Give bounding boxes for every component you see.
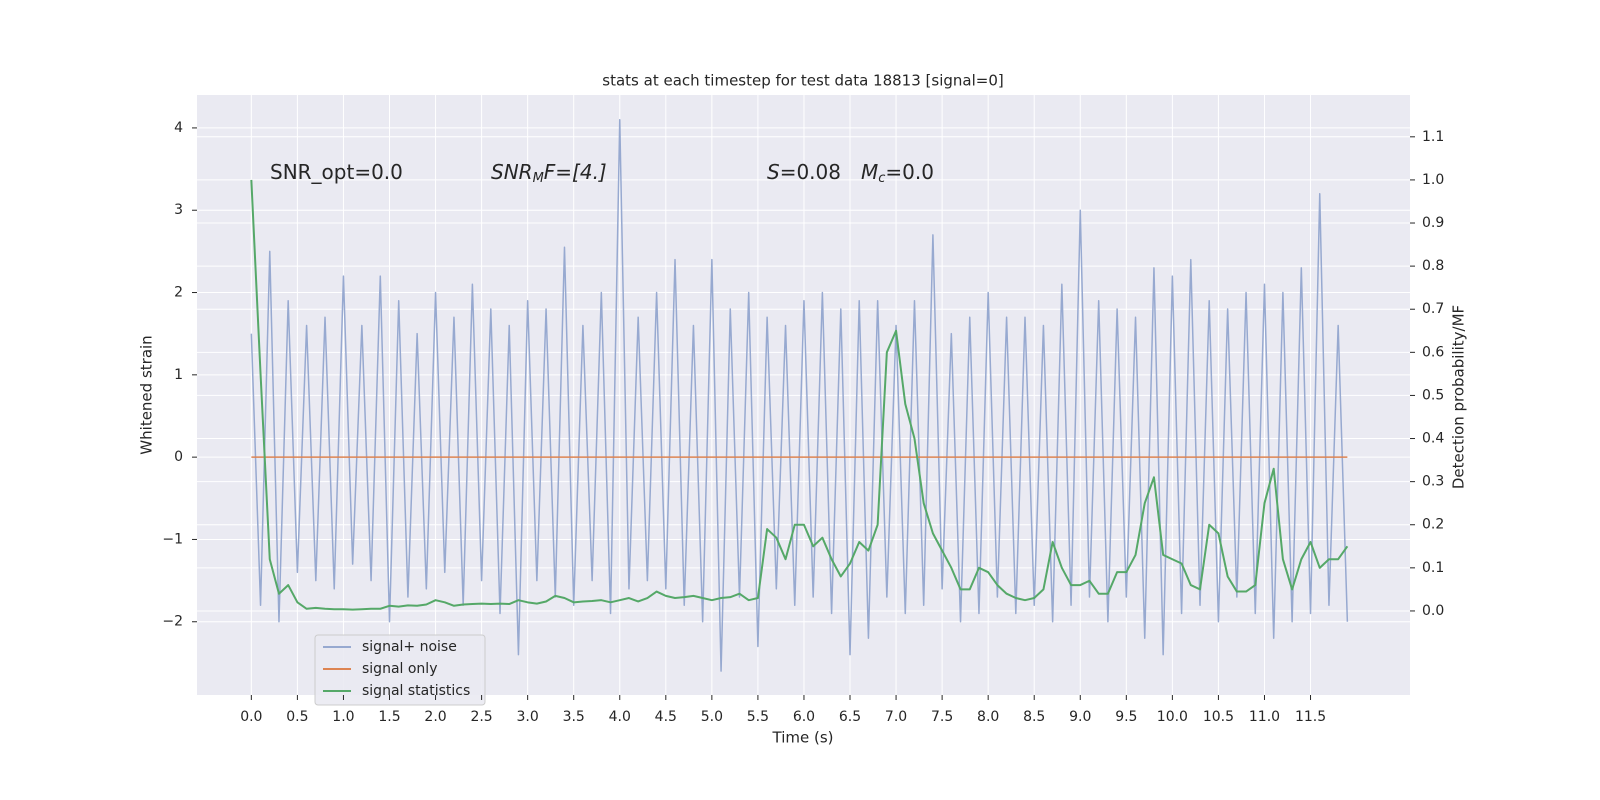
annotation-subscript: c (878, 171, 885, 186)
x-tick-label: 8.5 (1023, 709, 1045, 725)
y2-tick-label: 0.9 (1422, 215, 1444, 231)
series-line (250, 179, 1349, 611)
y-tick-label: 2 (174, 285, 183, 301)
y2-tick-label: 0.6 (1422, 344, 1444, 360)
x-tick-label: 9.0 (1069, 709, 1091, 725)
x-tick-label: 10.5 (1203, 709, 1234, 725)
x-tick-label: 5.0 (701, 709, 723, 725)
y-tick-label: 0 (174, 449, 183, 465)
y2-tick-label: 0.5 (1422, 387, 1444, 403)
x-tick-label: 6.5 (839, 709, 861, 725)
annotation: SNR_opt=0.0 (270, 160, 403, 184)
legend-label: signal only (362, 661, 437, 677)
annotation-text: =0.0 (885, 160, 934, 184)
y-tick-label: 1 (174, 367, 183, 383)
x-tick-label: 9.5 (1115, 709, 1137, 725)
y2-tick-label: 0.8 (1422, 258, 1444, 274)
annotation-text: F=[4.] (544, 160, 607, 184)
y-axis-label: Whitened strain (138, 335, 156, 454)
y2-tick-label: 0.1 (1422, 560, 1444, 576)
x-tick-label: 0.5 (286, 709, 308, 725)
annotation-text: SNR_opt=0.0 (270, 160, 403, 184)
legend-box (314, 634, 486, 706)
y2-axis-label: Detection probability/MF (1450, 305, 1468, 489)
x-tick-label: 5.5 (747, 709, 769, 725)
series-line (250, 118, 1349, 672)
y-tick-label: −2 (162, 614, 183, 630)
x-tick-label: 1.0 (332, 709, 354, 725)
legend: signal+ noise signal only signal statistic… (314, 634, 486, 706)
x-tick-label: 3.5 (563, 709, 585, 725)
annotation-subscript: M (533, 171, 544, 186)
annotation: S=0.08 Mc=0.0 (767, 160, 934, 186)
x-tick-label: 2.5 (470, 709, 492, 725)
y2-tick-label: 1.0 (1422, 172, 1444, 188)
y2-tick-label: 0.3 (1422, 474, 1444, 490)
annotation: SNRMF=[4.] (491, 160, 607, 186)
legend-label: signal statistics (362, 683, 470, 699)
x-tick-label: 3.0 (517, 709, 539, 725)
annotation-text: =0.08 (780, 160, 841, 184)
x-tick-label: 11.0 (1249, 709, 1280, 725)
y-tick-label: −1 (162, 531, 183, 547)
y-tick-label: 3 (174, 202, 183, 218)
x-tick-label: 7.5 (931, 709, 953, 725)
annotation-text: M (861, 160, 878, 184)
y2-tick-label: 0.4 (1422, 431, 1444, 447)
x-tick-label: 8.0 (977, 709, 999, 725)
x-tick-label: 6.0 (793, 709, 815, 725)
x-tick-label: 4.5 (655, 709, 677, 725)
marks (250, 118, 1349, 672)
y2-tick-label: 0.7 (1422, 301, 1444, 317)
x-tick-label: 7.0 (885, 709, 907, 725)
x-tick-label: 0.0 (240, 709, 262, 725)
y2-tick-label: 0.2 (1422, 517, 1444, 533)
annotation-text: S (767, 160, 780, 184)
x-tick-label: 11.5 (1295, 709, 1326, 725)
x-tick-label: 1.5 (378, 709, 400, 725)
x-tick-label: 4.0 (609, 709, 631, 725)
annotation-text: SNR (491, 160, 533, 184)
chart-title: stats at each timestep for test data 188… (602, 72, 1003, 90)
x-tick-label: 2.0 (424, 709, 446, 725)
y2-tick-label: 1.1 (1422, 129, 1444, 145)
y2-tick-label: 0.0 (1422, 603, 1444, 619)
legend-label: signal+ noise (362, 639, 457, 655)
x-tick-label: 10.0 (1157, 709, 1188, 725)
y-tick-label: 4 (174, 120, 183, 136)
x-axis-label: Time (s) (772, 729, 834, 747)
